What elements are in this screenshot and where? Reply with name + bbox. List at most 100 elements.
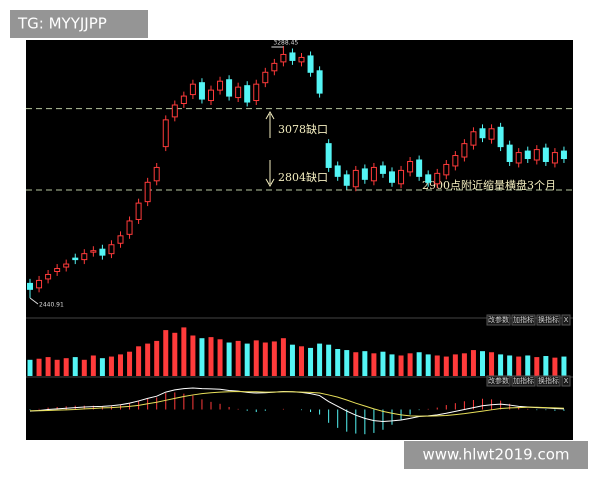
candle-body (452, 155, 459, 167)
candle-body (488, 128, 495, 140)
volume-bar (335, 349, 341, 376)
candle-body (126, 220, 133, 235)
volume-bar (317, 343, 323, 376)
panel-button-label[interactable]: 换指标 (538, 376, 559, 385)
panel-button-label[interactable]: 改参数 (488, 315, 509, 324)
high-label: 3288.45 (273, 39, 298, 46)
volume-bar (380, 351, 386, 376)
volume-bar (63, 358, 69, 376)
panel-button[interactable] (486, 375, 511, 387)
candle-body (81, 253, 88, 261)
low-label: 2440.91 (39, 301, 64, 308)
candle-body (180, 95, 187, 105)
candle-body (99, 248, 106, 256)
volume-bar (561, 356, 567, 376)
candle-body (307, 55, 314, 73)
volume-bar (72, 357, 78, 376)
volume-bar (353, 352, 359, 376)
panel-button-label[interactable]: 改参数 (488, 376, 509, 385)
panel-button-label[interactable]: X (564, 377, 569, 385)
volume-bar (371, 353, 377, 376)
candle-body (434, 172, 441, 185)
candle-body (343, 174, 350, 186)
candle-body (72, 257, 79, 261)
candle-body (370, 166, 377, 182)
panel-button[interactable] (561, 314, 571, 326)
volume-bar (425, 354, 431, 376)
candle-body (108, 244, 115, 255)
candle-body (235, 86, 242, 99)
volume-bar (81, 359, 87, 376)
candle-body (398, 169, 405, 185)
volume-bar (416, 352, 422, 376)
volume-bar (118, 354, 123, 376)
panel-button[interactable] (511, 375, 536, 387)
candle-body (551, 152, 558, 164)
candle-body (533, 149, 540, 161)
volume-bar (54, 359, 60, 376)
watermark-box (10, 10, 148, 38)
volume-bar (389, 354, 395, 376)
volume-bar (280, 338, 286, 376)
volume-bar (163, 330, 169, 376)
candle-body (524, 150, 531, 160)
arrow-head (265, 178, 275, 188)
panel-button[interactable] (486, 314, 511, 326)
panel-button-label[interactable]: 换指标 (538, 315, 559, 324)
candle-body (135, 202, 142, 220)
volume-bar (299, 346, 304, 376)
volume-bar (362, 351, 368, 376)
volume-bar (99, 358, 105, 376)
candle-body (506, 144, 513, 162)
volume-bar (45, 357, 51, 376)
volume-bar (525, 355, 531, 376)
candle-body (45, 273, 52, 280)
candle-body (208, 89, 214, 102)
panel-button[interactable] (536, 314, 561, 326)
candle-body (162, 119, 169, 148)
volume-bar (235, 340, 241, 376)
panel-button-label[interactable]: X (564, 316, 569, 324)
volume-bar (543, 356, 549, 376)
volume-bar (190, 335, 196, 376)
candle-body (117, 235, 124, 244)
candle-body (316, 70, 323, 94)
volume-bar (217, 339, 223, 376)
volume-bar (470, 350, 476, 376)
candle-body (54, 268, 61, 273)
candle-body (560, 150, 567, 160)
volume-bar (461, 353, 467, 376)
candle-body (63, 263, 70, 268)
candle-body (298, 56, 305, 63)
volume-bar (136, 346, 142, 376)
volume-bar (507, 355, 513, 376)
candle-body (389, 171, 395, 183)
candle-body (443, 163, 450, 176)
panel-button[interactable] (561, 375, 571, 387)
volume-bar (154, 340, 160, 376)
gap-label: 3078缺口 (278, 122, 328, 136)
volume-bar (244, 343, 250, 376)
candle-body (352, 169, 359, 188)
panel-button-label[interactable]: 加指标 (513, 315, 534, 324)
candle-body (515, 152, 522, 164)
candle-body (262, 71, 269, 84)
candle-body (334, 165, 341, 177)
candle-body (379, 165, 386, 174)
panel-button[interactable] (536, 375, 561, 387)
volume-bar (199, 338, 205, 376)
candle-body (153, 166, 160, 182)
panel-button[interactable] (511, 314, 536, 326)
volume-bar (407, 353, 413, 376)
volume-bar (27, 359, 33, 376)
candle-body (189, 83, 196, 96)
panel-button-label[interactable]: 加指标 (513, 376, 534, 385)
volume-bar (434, 355, 440, 376)
volume-bar (90, 355, 96, 376)
volume-bar (172, 332, 178, 376)
volume-bar (516, 356, 522, 376)
volume-bar (226, 342, 232, 376)
volume-bar (181, 327, 187, 376)
candle-body (497, 126, 504, 148)
